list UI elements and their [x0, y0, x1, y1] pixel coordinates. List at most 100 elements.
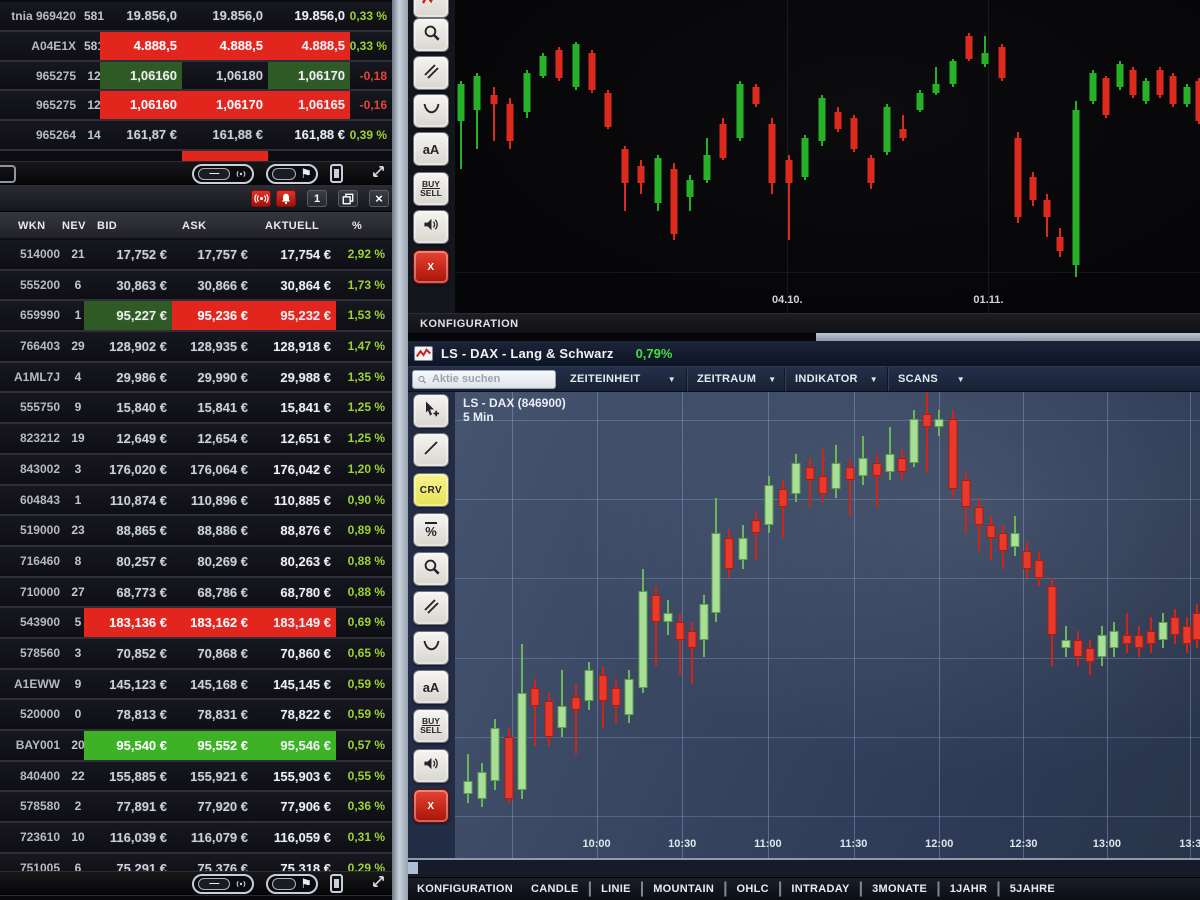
- quote-row[interactable]: 659990 1 95,227 €95,236 €95,232 € 1,53 %: [0, 301, 392, 333]
- candle-body: [1085, 648, 1095, 662]
- quote-row[interactable]: 543900 5 183,136 €183,162 €183,149 € 0,69 %: [0, 608, 392, 639]
- cursor-icon: [422, 400, 440, 423]
- stock-search-box[interactable]: [412, 369, 556, 389]
- quote-row[interactable]: 578580 2 77,891 € 77,920 € 77,906 € 0,36 %: [0, 792, 392, 824]
- layer-count-badge[interactable]: 1: [307, 190, 327, 207]
- quote-row[interactable]: 823212 19 12,649 € 12,654 € 12,651 € 1,25 %: [0, 424, 392, 455]
- quote-row[interactable]: A04E1X 581 4.888,5 4.888,5 4.888,5 0,33 %: [0, 31, 392, 62]
- quote-row[interactable]: 751005 6 75,291 € 75,376 € 75,318 € 0,29 %: [0, 853, 392, 871]
- zoom-button[interactable]: [413, 552, 449, 586]
- quote-row[interactable]: 840400 22 155,885 € 155,921 € 155,903 € 0,55 …: [0, 761, 392, 793]
- menu-item-candle[interactable]: CANDLE: [530, 883, 579, 895]
- buy-sell-button[interactable]: BUY SELL: [413, 709, 449, 743]
- quote-row[interactable]: tnia 969420 581 19.856,0 19.856,0 19.856,0 0,…: [0, 2, 392, 32]
- minimize-toggle[interactable]: —: [192, 163, 255, 184]
- search-input[interactable]: [429, 372, 551, 386]
- close-button[interactable]: X: [413, 789, 449, 823]
- phone-screen: [334, 879, 339, 888]
- menu-item-1jahr[interactable]: 1JAHR: [949, 883, 988, 895]
- quote-row[interactable]: 843002 3 176,020 € 176,064 € 176,042 € 1,20 %: [0, 454, 392, 486]
- menu-item-5jahre[interactable]: 5JAHRE: [1009, 883, 1055, 895]
- phone-icon[interactable]: [330, 164, 343, 183]
- menu-item-konfiguration[interactable]: KONFIGURATION: [417, 883, 513, 895]
- candle-body: [1102, 78, 1110, 116]
- quote-row[interactable]: A1EWW 9 145,123 € 145,168 € 145,145 € 0,59 %: [0, 669, 392, 701]
- wkn-cell: 555200: [19, 277, 60, 292]
- dropdown-scans[interactable]: SCANS ▼: [887, 367, 975, 391]
- ask-cell: 183,162 €: [172, 608, 253, 637]
- sound-button[interactable]: [413, 210, 449, 244]
- wkn-cell: 659990: [19, 308, 60, 323]
- curve-button[interactable]: [413, 94, 449, 128]
- quote-row[interactable]: 604843 1 110,874 € 110,896 € 110,885 € 0,90 %: [0, 485, 392, 517]
- quote-row[interactable]: 555750 9 15,840 € 15,841 € 15,841 € 1,25 %: [0, 393, 392, 425]
- broadcast-icon[interactable]: [251, 190, 271, 207]
- resize-arrow-icon[interactable]: [371, 164, 386, 184]
- trendlines-button[interactable]: [413, 56, 449, 90]
- quote-row[interactable]: 710000 27 68,773 € 68,786 € 68,780 € 0,88 %: [0, 577, 392, 609]
- resize-arrow-icon[interactable]: [371, 874, 386, 894]
- curve-button[interactable]: [413, 631, 449, 665]
- quote-row[interactable]: BAY001 20 95,540 €95,552 €95,546 € 0,57 %: [0, 731, 392, 762]
- count-cell: 2: [74, 799, 82, 814]
- cursor-button[interactable]: [413, 394, 449, 428]
- quote-row[interactable]: 723610 10 116,039 € 116,079 € 116,059 € 0,31 …: [0, 823, 392, 854]
- menu-item-ohlc[interactable]: OHLC: [736, 883, 769, 895]
- menu-item-3monate[interactable]: 3MONATE: [872, 883, 928, 895]
- dropdown-zeitraum[interactable]: ZEITRAUM ▼: [686, 367, 784, 391]
- dropdown-zeiteinheit[interactable]: ZEITEINHEIT ▼: [560, 367, 686, 391]
- candle-body: [473, 75, 481, 110]
- crv-button[interactable]: CRV: [413, 473, 449, 507]
- chevron-down-icon: ▼: [869, 374, 879, 384]
- flag-toggle[interactable]: ⚑: [266, 873, 318, 894]
- column-header-pct[interactable]: %: [352, 220, 363, 232]
- quote-row[interactable]: 519000 23 88,865 € 88,886 € 88,876 € 0,89 %: [0, 516, 392, 547]
- line-button[interactable]: [413, 433, 449, 467]
- quote-row[interactable]: 520000 0 78,813 € 78,831 € 78,822 € 0,59 %: [0, 700, 392, 731]
- font-size-button[interactable]: aA: [413, 132, 449, 166]
- count-cell: 581: [83, 38, 105, 53]
- window-tab[interactable]: [0, 164, 16, 183]
- column-header-bid[interactable]: BID: [97, 220, 118, 232]
- gridline: [988, 0, 990, 313]
- buy-sell-button[interactable]: BUY SELL: [413, 172, 449, 206]
- flag-toggle[interactable]: ⚑: [266, 163, 318, 184]
- close-icon[interactable]: ×: [369, 190, 389, 207]
- sound-button[interactable]: [413, 749, 449, 783]
- bell-icon[interactable]: [276, 190, 296, 207]
- column-header-wkn[interactable]: WKN: [18, 220, 46, 232]
- zoom-button[interactable]: [413, 18, 449, 52]
- column-header-ask[interactable]: ASK: [182, 220, 207, 232]
- quote-row[interactable]: 766403 29 128,902 € 128,935 € 128,918 € 1,47 …: [0, 332, 392, 363]
- bid-cell: 1,06160: [100, 91, 182, 120]
- minimize-toggle[interactable]: —: [192, 873, 255, 894]
- percent-cell: 1,35 %: [347, 369, 385, 384]
- quote-row[interactable]: 514000 21 17,752 € 17,757 € 17,754 € 2,92 %: [0, 240, 392, 271]
- font-size-button[interactable]: aA: [413, 670, 449, 704]
- restore-window-icon[interactable]: [338, 190, 358, 207]
- menu-item-linie[interactable]: LINIE: [601, 883, 631, 895]
- phone-icon[interactable]: [330, 874, 343, 893]
- quote-row[interactable]: 578560 3 70,852 € 70,868 € 70,860 € 0,65 %: [0, 638, 392, 670]
- dropdown-indikator[interactable]: INDIKATOR ▼: [784, 367, 887, 391]
- percent-cell: 0,89 %: [347, 523, 385, 538]
- button-label: CRV: [419, 484, 443, 496]
- bid-cell: 95,540 €: [84, 731, 172, 760]
- trendlines-button[interactable]: [413, 591, 449, 625]
- quote-row[interactable]: A1ML7J 4 29,986 € 29,990 € 29,988 € 1,35 %: [0, 362, 392, 394]
- menu-item-mountain[interactable]: MOUNTAIN: [653, 883, 715, 895]
- menu-item-intraday[interactable]: INTRADAY: [791, 883, 850, 895]
- column-header-nev[interactable]: NEV: [62, 220, 86, 232]
- candle-body: [1156, 69, 1164, 96]
- close-button[interactable]: X: [413, 250, 449, 284]
- column-header-aktuell[interactable]: AKTUELL: [265, 220, 320, 232]
- logo-button[interactable]: [413, 0, 449, 18]
- candle-body: [555, 50, 563, 79]
- percent-button[interactable]: %: [413, 513, 449, 547]
- quote-row[interactable]: 716460 8 80,257 € 80,269 € 80,263 € 0,88 %: [0, 546, 392, 578]
- quote-row[interactable]: 555200 6 30,863 € 30,866 € 30,864 € 1,73 %: [0, 270, 392, 302]
- quote-row[interactable]: 965264 14 161,87 € 161,88 € 161,88 € 0,39 %: [0, 121, 392, 151]
- candle-body: [949, 61, 957, 85]
